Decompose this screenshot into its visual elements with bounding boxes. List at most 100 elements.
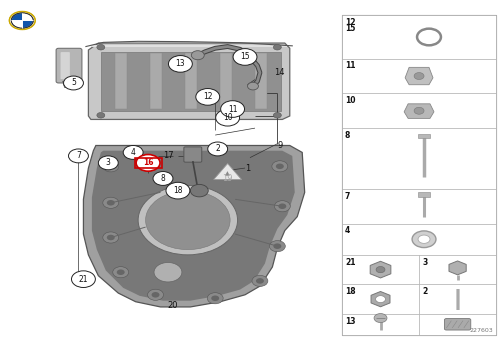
Circle shape [107,200,115,205]
Text: 17: 17 [162,152,173,160]
Circle shape [274,243,281,249]
Circle shape [116,270,124,275]
Circle shape [136,154,160,171]
Bar [342,15,496,59]
Text: 11: 11 [228,105,237,113]
Circle shape [9,11,36,30]
Polygon shape [115,54,126,109]
Circle shape [138,186,237,255]
Circle shape [107,163,115,169]
Wedge shape [22,21,32,28]
Circle shape [154,262,182,282]
Circle shape [190,184,208,197]
Text: 10: 10 [223,113,232,122]
Polygon shape [91,45,288,47]
Text: 2: 2 [422,287,428,296]
Text: 21: 21 [345,258,356,267]
Text: 3: 3 [106,158,110,167]
Circle shape [196,89,220,105]
Circle shape [12,13,33,28]
Bar [135,158,162,168]
Bar [342,128,496,189]
Text: 2: 2 [216,145,220,153]
Polygon shape [88,43,290,119]
Text: 20: 20 [168,301,178,310]
Circle shape [113,267,128,278]
Bar [418,192,430,197]
Circle shape [192,51,204,60]
Bar [342,59,496,93]
Polygon shape [62,81,76,88]
Circle shape [274,44,281,50]
Circle shape [103,232,118,243]
Bar [342,93,496,128]
Circle shape [123,146,143,159]
Text: 16: 16 [143,158,154,167]
Circle shape [68,149,88,163]
Text: 15: 15 [240,52,250,62]
Circle shape [414,107,424,114]
Text: 18: 18 [345,287,356,296]
Circle shape [274,112,281,118]
Bar [419,284,496,314]
Circle shape [103,197,118,208]
Circle shape [274,201,290,212]
Bar [342,15,496,335]
Polygon shape [92,151,295,301]
Polygon shape [84,146,304,307]
Circle shape [211,295,219,301]
Bar [419,314,496,335]
Circle shape [97,112,105,118]
Text: 8: 8 [345,131,350,140]
Text: 3: 3 [422,258,428,267]
Circle shape [220,101,244,117]
Bar [342,189,496,224]
Bar [342,284,419,314]
Circle shape [252,275,268,286]
Text: 4: 4 [345,226,350,236]
Circle shape [256,278,264,284]
Circle shape [216,109,240,126]
Circle shape [208,142,228,156]
Text: 12: 12 [203,92,212,102]
Text: 8: 8 [160,174,166,183]
Text: 10: 10 [345,96,356,105]
Text: 4: 4 [130,148,136,157]
Bar [342,314,419,335]
Polygon shape [404,104,434,118]
Text: 19: 19 [222,174,233,183]
Text: 13: 13 [345,317,356,326]
Circle shape [270,241,285,252]
Circle shape [412,231,436,247]
Circle shape [10,12,34,29]
Circle shape [72,271,96,287]
Bar [342,224,496,255]
Circle shape [278,203,286,209]
Polygon shape [370,261,391,278]
FancyBboxPatch shape [444,318,471,330]
Circle shape [97,44,105,50]
Bar [418,134,430,138]
Text: 11: 11 [345,62,356,70]
Text: 13: 13 [176,60,185,68]
Text: 6: 6 [120,60,126,68]
Polygon shape [405,67,433,85]
Circle shape [376,296,386,303]
Wedge shape [12,13,22,21]
Circle shape [153,172,173,186]
Circle shape [98,156,118,170]
Circle shape [272,161,288,172]
Text: 12: 12 [345,18,356,27]
FancyBboxPatch shape [56,48,82,83]
Bar [342,255,419,284]
Circle shape [107,235,115,240]
Circle shape [207,293,223,304]
Polygon shape [214,163,242,180]
Circle shape [64,76,84,90]
Polygon shape [449,261,466,275]
FancyBboxPatch shape [60,52,70,79]
Polygon shape [255,54,267,109]
FancyBboxPatch shape [184,147,202,162]
Bar [419,255,496,284]
Text: 21: 21 [78,275,88,284]
